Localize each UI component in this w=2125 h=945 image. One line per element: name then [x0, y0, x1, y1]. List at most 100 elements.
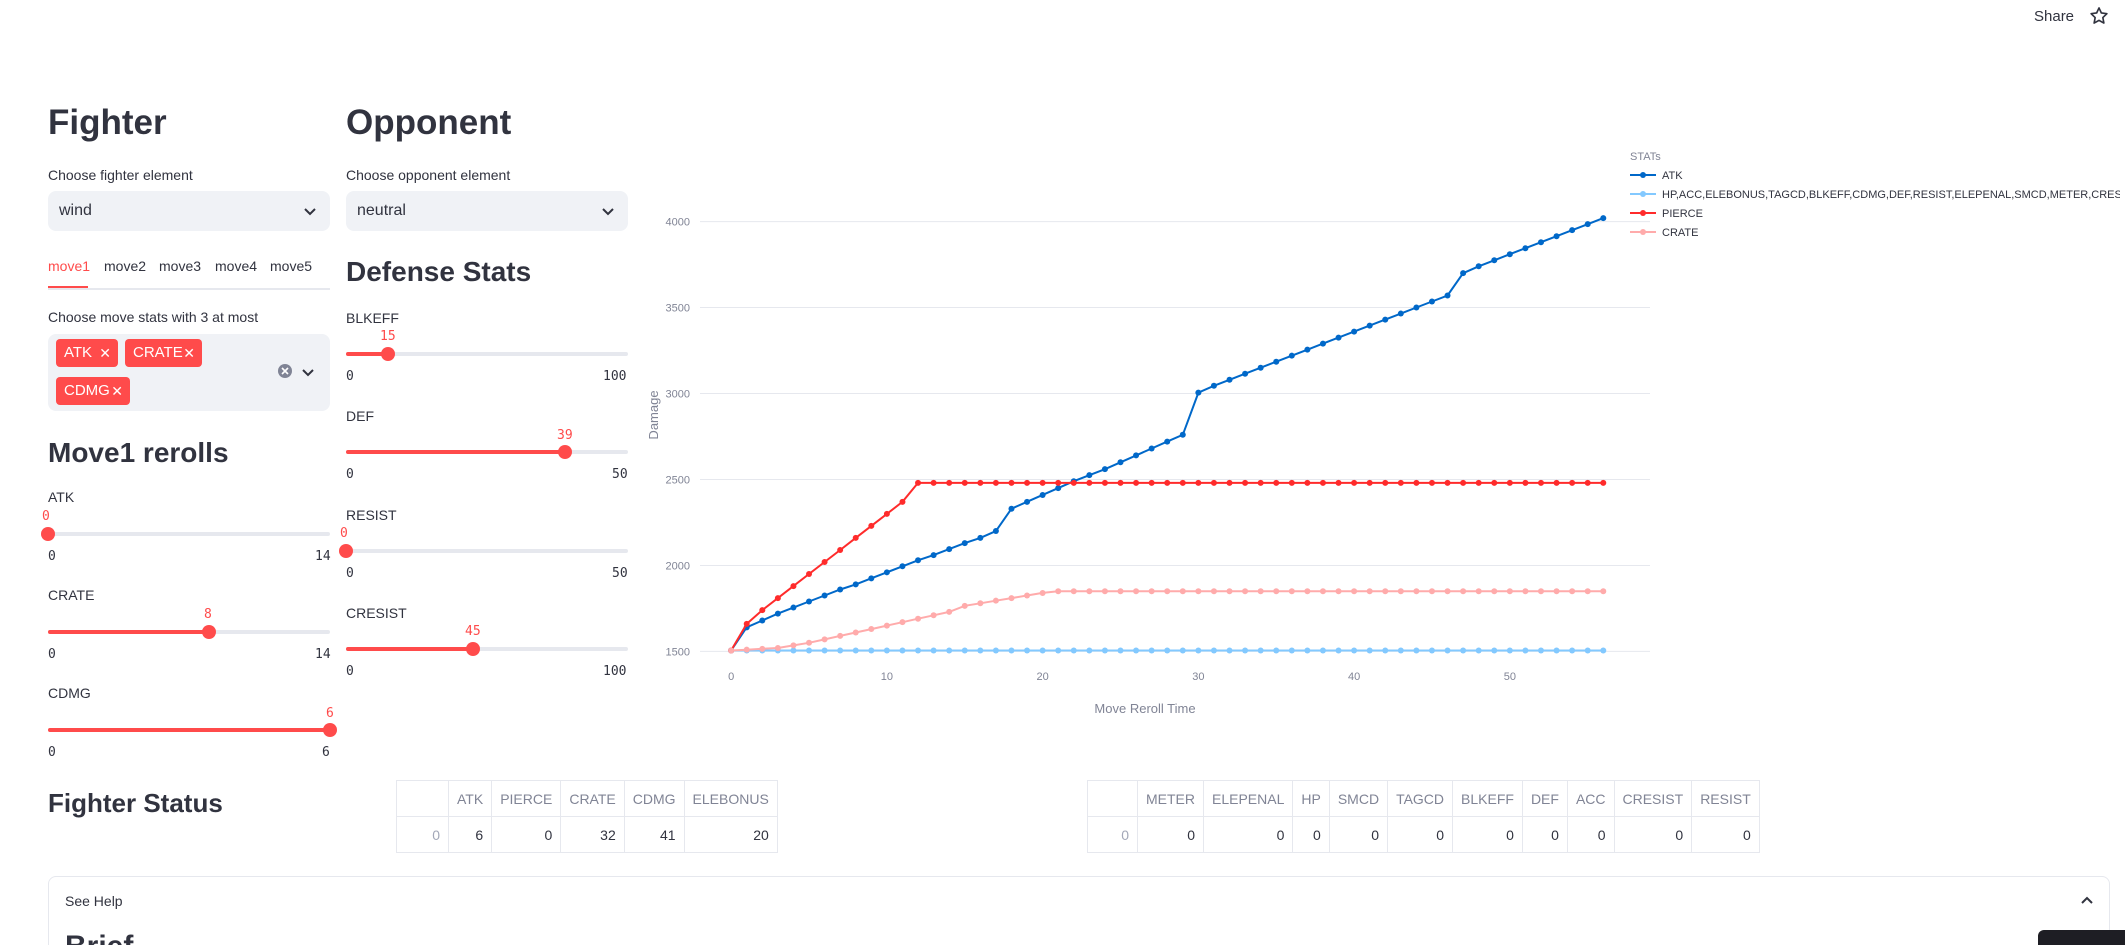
data-point	[1024, 647, 1031, 654]
chip-remove-icon[interactable]: ✕	[99, 345, 111, 361]
data-point	[1397, 588, 1404, 595]
x-tick-label: 10	[881, 671, 893, 683]
data-point	[1304, 647, 1311, 654]
legend-label: PIERCE	[1662, 208, 1703, 220]
data-point	[1179, 479, 1186, 486]
slider-track[interactable]	[346, 647, 628, 651]
slider-min: 0	[346, 369, 354, 384]
data-point	[821, 559, 828, 565]
slider-track[interactable]	[346, 450, 628, 454]
table-cell: 0	[1521, 816, 1568, 853]
slider-track[interactable]	[346, 352, 628, 356]
data-point	[868, 575, 875, 582]
data-point	[1475, 647, 1482, 654]
data-point	[821, 592, 828, 599]
chip-remove-icon[interactable]: ✕	[111, 383, 123, 399]
data-point	[1195, 588, 1202, 595]
data-point	[821, 636, 828, 643]
data-point	[1506, 647, 1513, 654]
tab-move1[interactable]: move1	[48, 258, 91, 274]
data-point	[1226, 647, 1233, 654]
tab-move4[interactable]: move4	[215, 258, 258, 274]
slider-track[interactable]	[48, 630, 330, 634]
data-point	[1413, 588, 1420, 595]
data-point	[1242, 370, 1249, 377]
data-point	[1475, 263, 1482, 270]
data-point	[1117, 459, 1124, 466]
data-point	[1351, 588, 1358, 595]
row-index: 0	[396, 816, 449, 853]
column-header: TAGCD	[1387, 780, 1454, 817]
clear-all-icon[interactable]	[277, 363, 293, 379]
legend-marker	[1640, 210, 1646, 216]
data-point	[1288, 647, 1295, 654]
series-line	[730, 217, 1604, 652]
slider-value: 0	[42, 509, 50, 524]
data-point	[1210, 588, 1217, 595]
slider-thumb[interactable]	[202, 625, 216, 639]
data-point	[1600, 647, 1607, 654]
data-point	[946, 479, 953, 486]
slider-track[interactable]	[48, 532, 330, 536]
column-header: HP	[1292, 780, 1330, 817]
help-expander[interactable]: See Help	[48, 876, 2110, 945]
slider-thumb[interactable]	[466, 642, 480, 656]
slider-max: 50	[612, 566, 628, 581]
slider-track[interactable]	[48, 728, 330, 732]
chevron-down-icon	[602, 208, 614, 216]
data-point	[1288, 588, 1295, 595]
data-point	[992, 647, 999, 654]
slider-thumb[interactable]	[558, 445, 572, 459]
table-header-row: METER ELEPENAL HP SMCD TAGCD BLKEFF DEF …	[1087, 780, 1760, 817]
data-point	[1039, 491, 1046, 498]
data-point	[1179, 588, 1186, 595]
x-tick-label: 0	[728, 671, 734, 683]
data-point	[1070, 588, 1077, 595]
data-point	[1257, 588, 1264, 595]
data-point	[1055, 479, 1062, 486]
data-point	[930, 479, 937, 486]
data-point	[1008, 595, 1015, 602]
data-point	[1522, 647, 1529, 654]
slider-thumb[interactable]	[323, 723, 337, 737]
data-point	[1008, 647, 1015, 654]
tab-move2[interactable]: move2	[104, 258, 147, 274]
share-button[interactable]: Share	[2034, 8, 2075, 25]
chevron-down-icon[interactable]	[300, 364, 316, 380]
data-point	[1522, 245, 1529, 252]
active-tab-indicator	[48, 286, 88, 288]
data-point	[1428, 298, 1435, 305]
chip-remove-icon[interactable]: ✕	[183, 345, 195, 361]
table-cell: 0	[1452, 816, 1523, 853]
data-point	[961, 540, 968, 547]
data-point	[1569, 479, 1576, 486]
slider-thumb[interactable]	[41, 527, 55, 541]
tab-move5[interactable]: move5	[270, 258, 313, 274]
data-point	[1460, 479, 1467, 486]
fighter-element-select[interactable]: wind	[48, 191, 330, 231]
table-cell: 20	[683, 816, 778, 853]
data-point	[899, 563, 906, 570]
data-point	[1055, 588, 1062, 595]
slider-thumb[interactable]	[381, 347, 395, 361]
data-point	[1148, 647, 1155, 654]
star-icon[interactable]	[2088, 5, 2110, 27]
data-point	[759, 645, 766, 652]
slider-min: 0	[346, 664, 354, 679]
floating-button[interactable]	[2038, 930, 2125, 945]
slider-thumb[interactable]	[339, 544, 353, 558]
chevron-up-icon[interactable]	[2079, 893, 2095, 909]
data-point	[1226, 376, 1233, 383]
defense-stats-title: Defense Stats	[346, 256, 532, 287]
data-point	[1460, 270, 1467, 277]
slider-track[interactable]	[346, 549, 628, 553]
slider-value: 8	[204, 607, 212, 622]
opponent-element-select[interactable]: neutral	[346, 191, 628, 231]
data-point	[1070, 479, 1077, 486]
slider-max: 50	[612, 467, 628, 482]
data-point	[1553, 588, 1560, 595]
table-cell: 0	[1691, 816, 1760, 853]
data-point	[1273, 588, 1280, 595]
tab-move3[interactable]: move3	[159, 258, 202, 274]
data-point	[977, 534, 984, 541]
